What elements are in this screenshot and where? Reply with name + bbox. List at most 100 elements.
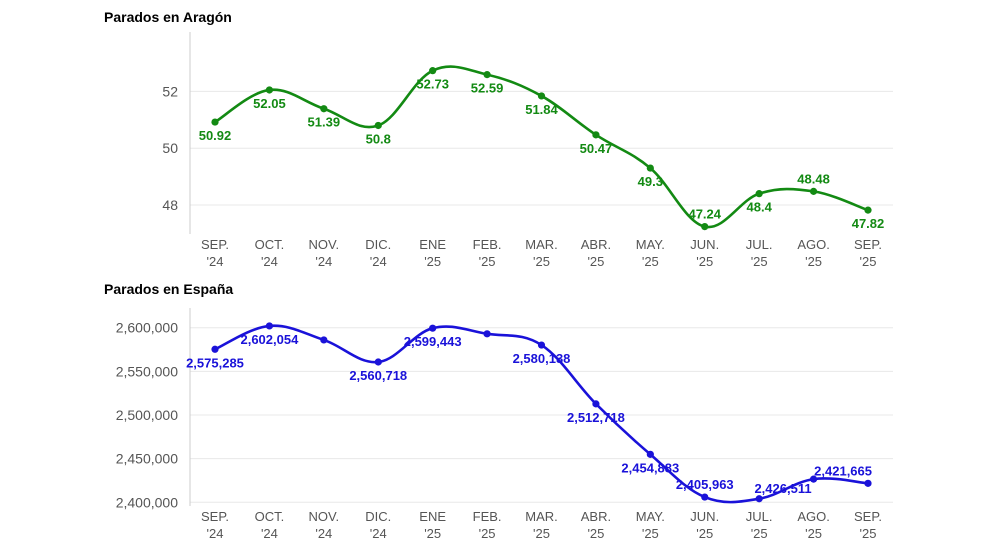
x-tick-label: SEP.: [854, 237, 882, 252]
x-tick-year: '24: [207, 254, 224, 269]
data-point: [374, 121, 382, 130]
x-tick-label: NOV.: [309, 509, 340, 524]
x-tick-label: DIC.: [365, 509, 391, 524]
x-tick-label: MAY.: [636, 509, 665, 524]
x-tick-label: MAR.: [525, 237, 558, 252]
x-tick-label: SEP.: [201, 237, 229, 252]
data-point: [374, 358, 382, 366]
data-point: [429, 324, 437, 332]
y-tick-label: 48: [162, 197, 178, 213]
espana-chart-title: Parados en España: [104, 281, 234, 297]
data-label: 2,421,665: [814, 463, 872, 478]
x-tick-label: DIC.: [365, 237, 391, 252]
data-label: 2,602,054: [240, 332, 299, 347]
x-tick-year: '25: [860, 254, 877, 269]
y-tick-label: 2,400,000: [116, 494, 178, 510]
x-tick-label: SEP.: [201, 509, 229, 524]
x-tick-year: '24: [261, 254, 278, 269]
data-point: [265, 322, 274, 330]
data-label: 2,580,138: [513, 351, 571, 366]
x-tick-year: '25: [696, 254, 713, 269]
x-tick-year: '24: [370, 254, 387, 269]
data-point: [211, 345, 219, 353]
x-tick-year: '25: [424, 526, 441, 541]
x-tick-label: JUL.: [746, 509, 773, 524]
data-label: 50.47: [580, 141, 613, 156]
data-label: 2,426,511: [754, 481, 811, 496]
data-point: [429, 67, 437, 75]
x-tick-year: '25: [479, 254, 496, 269]
x-tick-label: OCT.: [255, 237, 285, 252]
x-tick-label: ENE: [419, 237, 446, 252]
x-tick-year: '25: [587, 254, 604, 269]
x-tick-year: '25: [805, 254, 822, 269]
x-tick-label: MAY.: [636, 237, 665, 252]
data-point: [864, 206, 872, 214]
data-point: [701, 223, 709, 231]
x-tick-year: '25: [479, 526, 496, 541]
x-tick-label: AGO.: [797, 237, 830, 252]
x-tick-year: '24: [207, 526, 224, 541]
x-tick-year: '25: [751, 254, 768, 269]
x-tick-label: FEB.: [473, 509, 502, 524]
data-point: [483, 71, 491, 79]
data-point: [701, 493, 709, 501]
x-tick-label: AGO.: [797, 509, 830, 524]
data-label: 52.05: [253, 96, 286, 111]
data-point: [646, 164, 654, 172]
x-tick-label: NOV.: [309, 237, 340, 252]
x-tick-year: '25: [642, 254, 659, 269]
x-tick-year: '25: [533, 526, 550, 541]
aragon-chart: 48 50 52 SEP. '24 OCT. '24 NOV. '24 DIC. '24 ENE '25…: [162, 32, 893, 269]
data-point: [864, 479, 872, 487]
x-tick-year: '25: [860, 526, 877, 541]
data-label: 47.82: [852, 216, 885, 231]
data-point: [537, 341, 546, 349]
x-tick-year: '25: [751, 526, 768, 541]
data-label: 2,454,883: [621, 460, 679, 475]
x-tick-label: ENE: [419, 509, 446, 524]
data-point: [265, 86, 274, 94]
aragon-chart-title: Parados en Aragón: [104, 9, 232, 25]
data-point: [646, 450, 654, 458]
data-point: [320, 336, 328, 344]
y-tick-label: 50: [162, 140, 178, 156]
x-tick-year: '24: [370, 526, 387, 541]
x-tick-year: '24: [315, 254, 332, 269]
x-tick-label: JUL.: [746, 237, 773, 252]
x-tick-year: '24: [261, 526, 278, 541]
data-label: 50.92: [199, 128, 232, 143]
data-label: 2,560,718: [349, 368, 407, 383]
data-label: 2,599,443: [404, 334, 462, 349]
x-tick-label: OCT.: [255, 509, 285, 524]
x-tick-label: JUN.: [690, 237, 719, 252]
data-point: [592, 400, 600, 408]
data-label: 51.39: [308, 115, 341, 130]
x-tick-label: ABR.: [581, 237, 611, 252]
x-tick-label: MAR.: [525, 509, 558, 524]
data-point: [537, 92, 546, 100]
data-label: 52.59: [471, 81, 504, 96]
data-label: 48.48: [797, 171, 830, 186]
y-tick-label: 2,550,000: [116, 363, 178, 379]
data-point: [320, 105, 328, 113]
x-tick-year: '25: [424, 254, 441, 269]
data-point: [809, 475, 818, 483]
data-point: [755, 190, 763, 198]
data-label: 52.73: [416, 77, 449, 92]
espana-chart: 2,400,000 2,450,000 2,500,000 2,550,000 2,60…: [116, 308, 893, 541]
data-label: 50.8: [366, 131, 391, 146]
x-tick-year: '25: [805, 526, 822, 541]
data-label: 51.84: [525, 102, 558, 117]
data-label: 48.4: [747, 200, 773, 215]
data-point: [809, 187, 818, 195]
x-tick-year: '25: [642, 526, 659, 541]
y-tick-label: 2,600,000: [116, 320, 178, 336]
x-tick-year: '25: [587, 526, 604, 541]
x-tick-label: ABR.: [581, 509, 611, 524]
data-point: [592, 131, 600, 139]
y-tick-label: 2,450,000: [116, 451, 178, 467]
x-tick-year: '24: [315, 526, 332, 541]
